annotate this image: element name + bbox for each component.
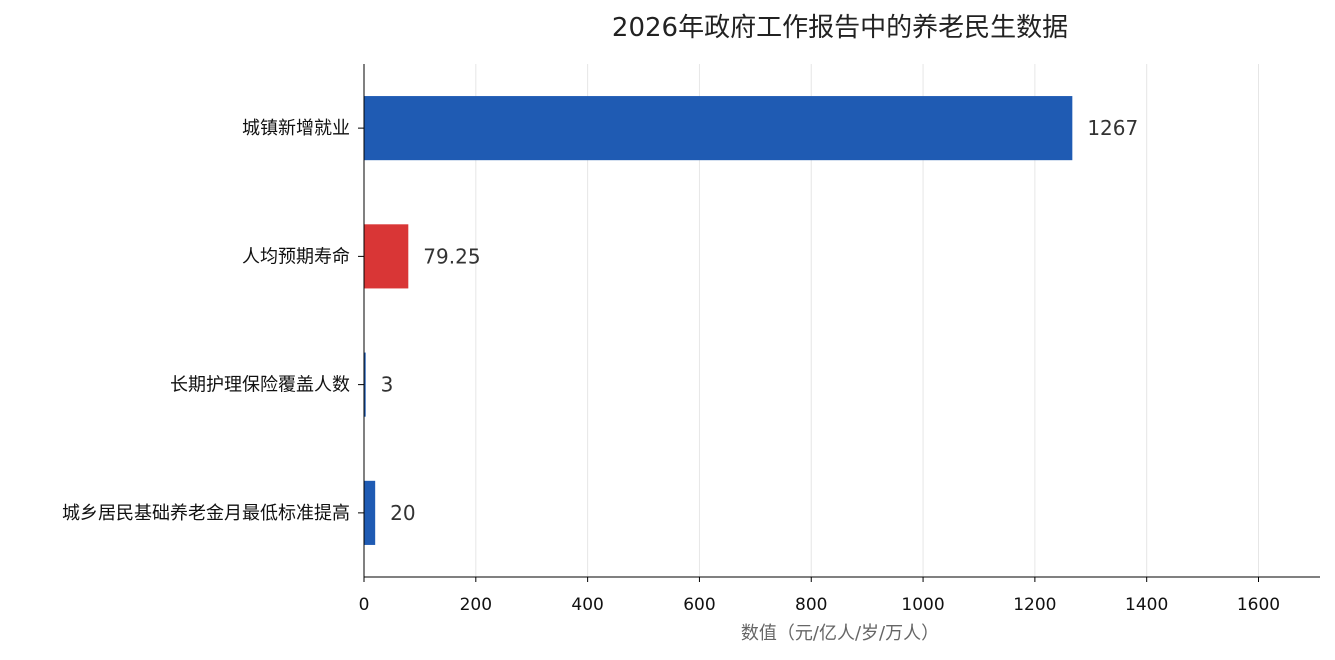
bar bbox=[364, 352, 366, 417]
x-tick-label: 800 bbox=[795, 595, 827, 615]
category-label: 城镇新增就业 bbox=[242, 118, 350, 139]
bar-value-label: 79.25 bbox=[423, 244, 480, 268]
x-tick-label: 1600 bbox=[1237, 595, 1280, 615]
bar-value-label: 1267 bbox=[1087, 116, 1138, 140]
x-tick-label: 600 bbox=[683, 595, 715, 615]
x-tick-label: 1000 bbox=[901, 595, 944, 615]
x-tick-label: 200 bbox=[460, 595, 492, 615]
axes: 0 200 400 600 800 1000 1200 1400 1600 城镇新增就业人均预期寿… bbox=[62, 64, 1320, 615]
bar bbox=[364, 96, 1073, 161]
x-axis-label: 数值（元/亿人/岁/万人） bbox=[741, 623, 939, 644]
bars: 1267 79.25 3 20 bbox=[364, 96, 1138, 545]
category-label: 长期护理保险覆盖人数 bbox=[170, 375, 350, 396]
bar bbox=[364, 480, 376, 545]
category-label: 人均预期寿命 bbox=[242, 246, 350, 267]
chart-title: 2026年政府工作报告中的养老民生数据 bbox=[612, 13, 1068, 43]
x-tick-label: 400 bbox=[571, 595, 603, 615]
bar-value-label: 20 bbox=[390, 501, 415, 525]
category-label: 城乡居民基础养老金月最低标准提高 bbox=[62, 503, 350, 524]
bar-value-label: 3 bbox=[381, 373, 394, 397]
x-tick-label: 1200 bbox=[1013, 595, 1056, 615]
bar bbox=[364, 224, 409, 289]
x-tick-label: 1400 bbox=[1125, 595, 1168, 615]
x-tick-label: 0 bbox=[359, 595, 370, 615]
